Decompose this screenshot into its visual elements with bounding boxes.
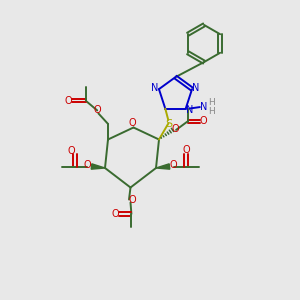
Text: S: S: [165, 119, 172, 129]
Text: N: N: [192, 83, 200, 93]
Text: N: N: [152, 83, 159, 93]
Text: N: N: [200, 102, 207, 112]
Text: O: O: [169, 160, 177, 170]
Text: O: O: [65, 96, 73, 106]
Text: O: O: [111, 209, 119, 219]
Text: O: O: [93, 105, 101, 116]
Text: O: O: [128, 118, 136, 128]
Text: O: O: [200, 116, 208, 127]
Text: O: O: [68, 146, 75, 156]
Text: O: O: [84, 160, 92, 170]
Polygon shape: [91, 164, 105, 169]
Text: O: O: [172, 124, 179, 134]
Text: N: N: [186, 105, 193, 115]
Text: H: H: [208, 107, 214, 116]
Polygon shape: [156, 164, 170, 169]
Text: O: O: [128, 195, 136, 205]
Text: H: H: [208, 98, 214, 107]
Text: O: O: [182, 145, 190, 155]
